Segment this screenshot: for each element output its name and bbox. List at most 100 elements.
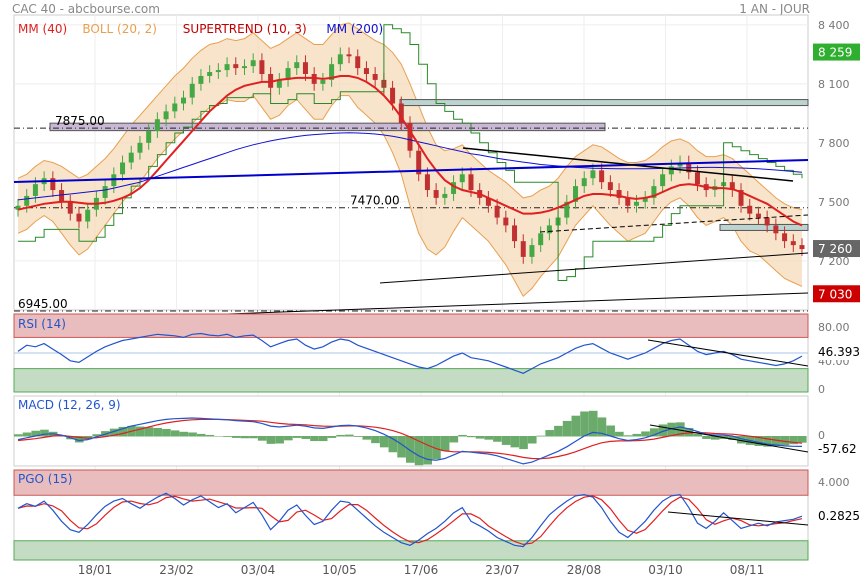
- candle-body: [302, 62, 308, 74]
- trend-line: [649, 424, 809, 453]
- macd-histogram-bar: [223, 436, 232, 437]
- trend-line: [13, 159, 809, 183]
- candle-body: [363, 68, 369, 74]
- macd-histogram-bar: [162, 429, 171, 437]
- rsi-tick-label: 0: [818, 383, 825, 396]
- candle-body: [494, 205, 500, 218]
- bollinger-upper: [17, 22, 803, 211]
- macd-histogram-bar: [144, 427, 154, 437]
- candle-body: [311, 74, 317, 84]
- candle-body: [294, 62, 300, 69]
- candle-body: [276, 79, 282, 88]
- macd-histogram-bar: [153, 427, 162, 437]
- macd-histogram-bar: [649, 428, 659, 437]
- candle-body: [485, 197, 491, 206]
- macd-tick-label: 0: [818, 429, 825, 442]
- mm40-line: [17, 75, 803, 227]
- chart-period[interactable]: 1 AN - JOUR: [739, 2, 810, 16]
- macd-histogram-bar: [562, 420, 572, 437]
- candle-body: [668, 166, 674, 175]
- macd-histogram-bar: [214, 436, 223, 437]
- price-badge: 8 259: [818, 46, 852, 60]
- rsi-badge-bg: [813, 343, 860, 360]
- macd-histogram-bar: [684, 427, 694, 437]
- x-tick-label: 28/08: [567, 563, 602, 577]
- candle-body: [529, 245, 535, 257]
- candle-body: [590, 170, 596, 179]
- macd-histogram-bar: [284, 436, 293, 441]
- candle-body: [67, 201, 73, 214]
- macd-histogram-bar: [702, 436, 711, 439]
- candle-body: [564, 201, 570, 218]
- macd-histogram-bar: [667, 422, 676, 437]
- macd-histogram-bar: [170, 430, 180, 437]
- price-badge: 7 030: [818, 287, 852, 301]
- candle-body: [250, 60, 256, 67]
- macd-histogram-bar: [14, 434, 23, 437]
- candle-body: [625, 197, 631, 206]
- candle-body: [607, 182, 613, 191]
- candle-body: [241, 66, 247, 69]
- macd-histogram-bar: [597, 417, 607, 437]
- macd-histogram-bar: [188, 432, 197, 437]
- candle-body: [581, 178, 587, 187]
- candle-body: [660, 174, 666, 187]
- x-tick-label: 08/11: [730, 563, 765, 577]
- candle-body: [390, 87, 396, 104]
- candle-body: [694, 172, 700, 185]
- legend-item: PGO (15): [18, 472, 72, 486]
- candle-body: [512, 225, 518, 242]
- candle-body: [729, 182, 735, 191]
- candle-body: [546, 225, 552, 234]
- candle-body: [76, 213, 82, 222]
- macd-badge: -57.62: [818, 442, 857, 456]
- candle-body: [163, 111, 169, 120]
- macd-histogram-bar: [135, 426, 145, 437]
- pgo-badge-bg: [813, 507, 860, 524]
- macd-histogram-bar: [554, 425, 563, 437]
- macd-histogram-bar: [249, 436, 258, 439]
- candle-body: [154, 119, 160, 132]
- macd-histogram-bar: [292, 436, 302, 438]
- candle-body: [573, 186, 579, 202]
- x-tick-label: 18/01: [78, 563, 113, 577]
- trend-line: [199, 292, 809, 316]
- macd-histogram-bar: [40, 429, 49, 437]
- macd-histogram-bar: [327, 436, 337, 438]
- macd-histogram-bar: [336, 434, 345, 437]
- macd-histogram-bar: [406, 436, 415, 463]
- macd-histogram-bar: [475, 436, 485, 439]
- trend-line: [462, 147, 794, 182]
- macd-histogram-bar: [632, 433, 642, 437]
- macd-histogram-bar: [510, 436, 520, 448]
- price-badge-bg: [813, 285, 860, 303]
- legend-item: SUPERTREND (10, 3): [183, 22, 307, 36]
- candle-body: [329, 64, 335, 80]
- macd-histogram-bar: [484, 436, 493, 440]
- macd-histogram-bar: [31, 430, 41, 437]
- macd-histogram-bar: [615, 431, 624, 437]
- candle-body: [224, 64, 230, 71]
- candle-body: [442, 193, 448, 198]
- macd-signal-line: [17, 418, 803, 460]
- candle-body: [616, 190, 622, 198]
- candle-body: [259, 60, 265, 74]
- macd-histogram-bar: [310, 436, 319, 442]
- macd-histogram-bar: [22, 432, 32, 437]
- legend-item: MACD (12, 26, 9): [18, 398, 121, 412]
- candle-body: [424, 174, 430, 191]
- candle-body: [755, 213, 761, 218]
- price-tick-label: 8 400: [818, 19, 850, 32]
- x-tick-label: 23/02: [159, 563, 194, 577]
- macd-histogram-bar: [710, 436, 720, 440]
- level-label: 7875.00: [55, 114, 105, 128]
- candle-body: [799, 245, 805, 250]
- level-label: 7470.00: [350, 194, 400, 208]
- macd-histogram-bar: [440, 436, 450, 452]
- macd-histogram-bar: [771, 436, 781, 446]
- candle-body: [538, 233, 544, 246]
- candle-body: [773, 225, 779, 234]
- candle-body: [102, 186, 108, 198]
- candle-body: [764, 217, 770, 226]
